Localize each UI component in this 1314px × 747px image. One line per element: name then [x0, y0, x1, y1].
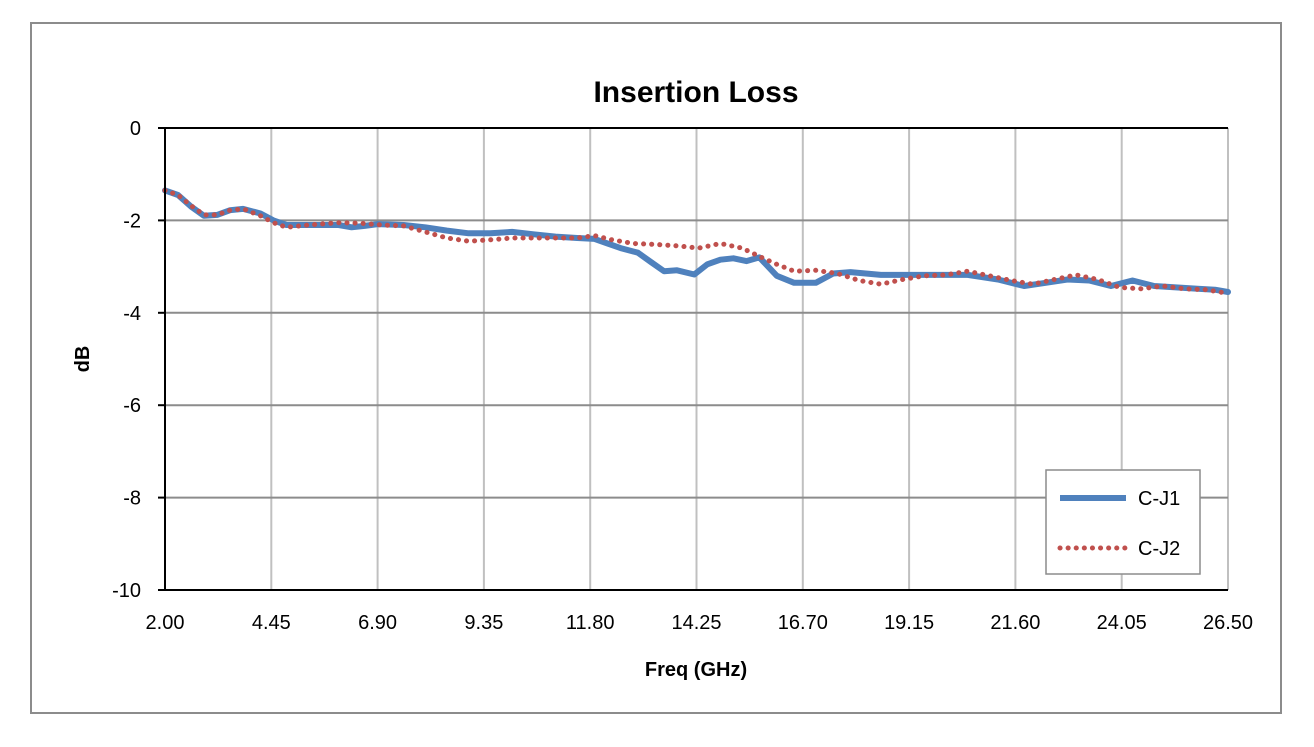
x-tick-label: 16.70 — [778, 612, 828, 634]
x-axis-title: Freq (GHz) — [645, 659, 747, 681]
y-tick-label: -10 — [112, 580, 141, 602]
x-tick-label: 9.35 — [464, 612, 503, 634]
x-tick-label: 4.45 — [252, 612, 291, 634]
x-tick-label: 14.25 — [671, 612, 721, 634]
x-tick-label: 19.15 — [884, 612, 934, 634]
chart-svg: Insertion Loss 2.00 4.45 6.90 9.35 11.80 14.2… — [72, 76, 1253, 681]
y-tick-label: -2 — [123, 210, 141, 232]
legend-label-c-j1: C-J1 — [1138, 488, 1180, 510]
legend-label-c-j2: C-J2 — [1138, 538, 1180, 560]
chart-title: Insertion Loss — [593, 76, 798, 109]
series-line-c-j2 — [162, 187, 1231, 296]
legend-box — [1045, 469, 1201, 575]
grid-lines — [165, 127, 1229, 590]
x-tick-label: 21.60 — [990, 612, 1040, 634]
y-tick-label: 0 — [130, 118, 141, 140]
y-tick-label: -8 — [123, 488, 141, 510]
tick-labels: 2.00 4.45 6.90 9.35 11.80 14.25 16.70 19.15 21.6… — [112, 118, 1253, 634]
x-tick-label: 6.90 — [358, 612, 397, 634]
y-tick-label: -4 — [123, 303, 141, 325]
x-tick-label: 2.00 — [146, 612, 185, 634]
x-tick-label: 24.05 — [1097, 612, 1147, 634]
x-tick-label: 11.80 — [566, 612, 615, 634]
series-layer — [162, 187, 1231, 296]
chart-frame: Insertion Loss 2.00 4.45 6.90 9.35 11.80 14.2… — [30, 22, 1282, 714]
x-tick-label: 26.50 — [1203, 612, 1253, 634]
axes — [158, 127, 1228, 591]
y-tick-label: -6 — [123, 395, 141, 417]
legend: C-J1 C-J2 — [1045, 469, 1201, 575]
y-axis-title: dB — [72, 346, 94, 373]
